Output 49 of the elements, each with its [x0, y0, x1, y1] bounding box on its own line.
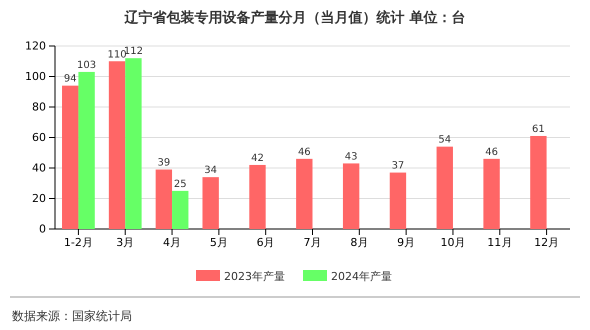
x-tick-label: 5月 [210, 236, 228, 249]
x-tick-label: 6月 [256, 236, 275, 249]
y-tick-label: 60 [32, 131, 46, 144]
chart-title: 辽宁省包装专用设备产量分月（当月值）统计 单位：台 [124, 9, 466, 26]
y-tick-label: 120 [25, 40, 46, 53]
bar [62, 86, 78, 229]
data-label: 43 [344, 151, 358, 162]
bar [125, 58, 142, 229]
bar [530, 136, 547, 229]
x-tick-label: 3月 [116, 236, 134, 249]
bar [436, 146, 453, 229]
data-label: 61 [532, 124, 545, 135]
bar [202, 177, 219, 229]
bar [296, 158, 312, 229]
y-tick-label: 100 [25, 70, 46, 84]
y-tick-label: 0 [39, 222, 46, 236]
x-tick-label: 8月 [350, 236, 368, 249]
source-note: 数据来源：国家统计局 [12, 309, 132, 323]
bar [172, 190, 188, 229]
bar [342, 163, 360, 229]
data-label: 37 [392, 160, 404, 172]
data-label: 42 [251, 152, 264, 164]
x-tick-label: 1-2月 [64, 236, 93, 249]
x-tick-label: 7月 [304, 236, 322, 249]
y-tick-label: 40 [32, 162, 46, 175]
legend-label: 2024年产量 [331, 270, 392, 283]
bar [483, 158, 500, 229]
legend-label: 2023年产量 [224, 270, 285, 283]
data-label: 94 [64, 74, 77, 85]
y-tick-label: 20 [32, 192, 46, 206]
bar [78, 72, 95, 229]
x-tick-label: 4月 [163, 236, 182, 249]
x-tick-label: 12月 [534, 236, 560, 249]
bar [108, 61, 126, 229]
data-label: 46 [485, 146, 498, 158]
data-label: 39 [157, 158, 170, 169]
y-tick-label: 80 [32, 100, 46, 114]
data-label: 54 [438, 134, 452, 146]
data-label: 110 [107, 49, 127, 60]
data-label: 25 [174, 178, 187, 190]
bar [156, 170, 172, 229]
x-tick-label: 10月 [440, 236, 466, 249]
x-tick-label: 11月 [487, 236, 512, 249]
bar [390, 172, 406, 229]
bar [249, 164, 266, 229]
data-label: 103 [77, 60, 96, 71]
data-label: 46 [298, 146, 311, 158]
data-label: 34 [204, 165, 218, 176]
x-tick-label: 9月 [397, 236, 416, 249]
